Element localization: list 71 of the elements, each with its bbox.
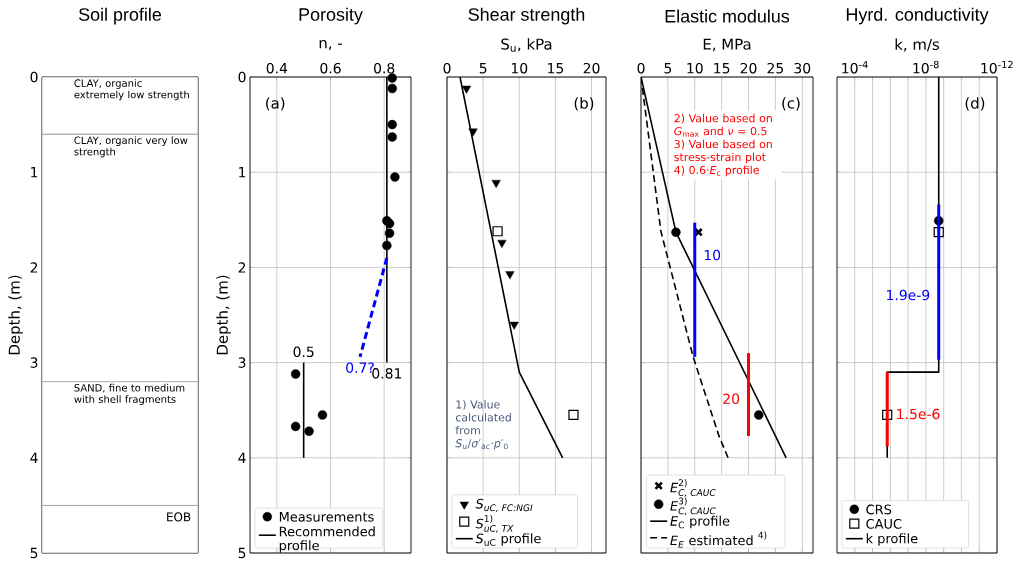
- annotation: 10: [704, 249, 721, 261]
- chart-title: Hyrd. conductivity: [846, 7, 989, 25]
- y-axis-title: Depth, (m): [216, 275, 231, 355]
- legend-label: CRS: [866, 504, 892, 515]
- x-tick-label: 30: [794, 62, 811, 74]
- y-tick-label: 1: [31, 167, 38, 178]
- y-tick-label: 0: [238, 71, 246, 83]
- annotation: 0.5: [293, 346, 314, 358]
- legend-label: CLAY, organic extremely low strength: [74, 79, 189, 101]
- y-tick-label: 4: [30, 452, 38, 463]
- legend-label: E$_{C}$ profile: [670, 515, 730, 529]
- x-axis-title: S$_{u}$, kPa: [501, 38, 552, 52]
- y-tick-label: 2: [30, 262, 38, 273]
- y-tick-label: 1: [239, 167, 246, 178]
- x-tick-label: 10$^{-8}$: [913, 60, 939, 74]
- annotation: 2) Value based on G$_{max}$ and ν = 0.5: [674, 113, 772, 137]
- x-tick-label: 10$^{-4}$: [842, 60, 868, 74]
- x-tick-label: 0: [443, 62, 451, 74]
- series-label: CLAY, organic very low strength: [74, 136, 188, 158]
- legend-label: $\textit{E}_{\textit{E}}\text{ estimated }^{\text{4)}}$: [670, 531, 767, 548]
- x-tick-label: 15: [548, 63, 564, 74]
- x-axis-title: k, m/s: [895, 38, 940, 52]
- chart-title: Porosity: [299, 7, 363, 25]
- legend-label: $\textit{E}_{\textit{C, CAUC}}^{\text{3)}}$: [670, 497, 716, 516]
- legend-label: Measurements: [279, 512, 374, 522]
- x-tick-label: 10$^{-12}$: [981, 60, 1013, 74]
- legend-label: $\textit{E}_{\textit{C, CAUC}}^{\text{2)}}$: [670, 479, 716, 497]
- x-tick-label: 10: [511, 62, 528, 74]
- x-axis-title: n, -: [319, 39, 342, 51]
- annotation: 0.7?: [346, 362, 374, 373]
- legend-label: k profile: [866, 533, 918, 546]
- annotation: 1.9e-9: [887, 289, 930, 301]
- y-tick-label: 5: [238, 547, 246, 559]
- x-tick-label: 0.4: [266, 62, 288, 74]
- chart-title: Soil profile: [78, 7, 162, 25]
- x-tick-label: 0.6: [320, 62, 341, 74]
- legend-label: $\textit{S}_{\textit{uC, FC:NGI}}$: [475, 498, 533, 513]
- x-tick-label: 20: [583, 62, 600, 74]
- y-tick-label: 3: [238, 357, 246, 368]
- legend-label: S$_{uC}$ profile: [475, 533, 541, 546]
- annotation: (c): [782, 97, 800, 111]
- annotation: 4) 0.6·E$_{c}$ profile: [674, 165, 759, 177]
- y-tick-label: 5: [30, 547, 38, 559]
- x-tick-label: 15: [714, 63, 730, 74]
- annotation: (d): [965, 97, 985, 111]
- legend-label: Recommended profile: [279, 526, 375, 553]
- x-tick-label: 10: [687, 62, 703, 74]
- annotation: 0.81: [372, 368, 402, 379]
- annotation: 1.5e-6: [897, 408, 940, 420]
- x-tick-label: 5: [479, 63, 487, 74]
- x-tick-label: 0.8: [374, 62, 395, 74]
- x-tick-label: 20: [740, 62, 757, 74]
- series-label: EOB: [167, 512, 191, 522]
- x-tick-label: 5: [664, 63, 672, 74]
- text: 1) Value calculated from S$_{u}$/σ′$_{ac}$·p′$_{0}$: [455, 400, 511, 450]
- y-tick-label: 2: [238, 262, 246, 273]
- y-tick-label: 4: [238, 452, 246, 463]
- y-axis-title: Depth, (m): [8, 275, 23, 355]
- chart-title: Shear strength: [468, 7, 585, 25]
- legend-label: CAUC: [866, 518, 902, 529]
- annotation: (a): [266, 97, 285, 111]
- chart-title: Elastic modulus: [665, 9, 790, 23]
- x-tick-label: 0: [637, 62, 645, 74]
- x-axis-title: E, MPa: [703, 38, 751, 52]
- y-tick-label: 3: [30, 357, 38, 368]
- series-label: SAND, fine to medium with shell fragments: [74, 383, 185, 405]
- annotation: 20: [723, 393, 740, 405]
- x-tick-label: 25: [767, 62, 784, 74]
- y-tick-label: 0: [30, 71, 38, 83]
- legend-label: $\textit{S}_{\textit{uC, TX}}^{\text{1)}}$: [475, 514, 514, 533]
- annotation: (b): [574, 97, 594, 111]
